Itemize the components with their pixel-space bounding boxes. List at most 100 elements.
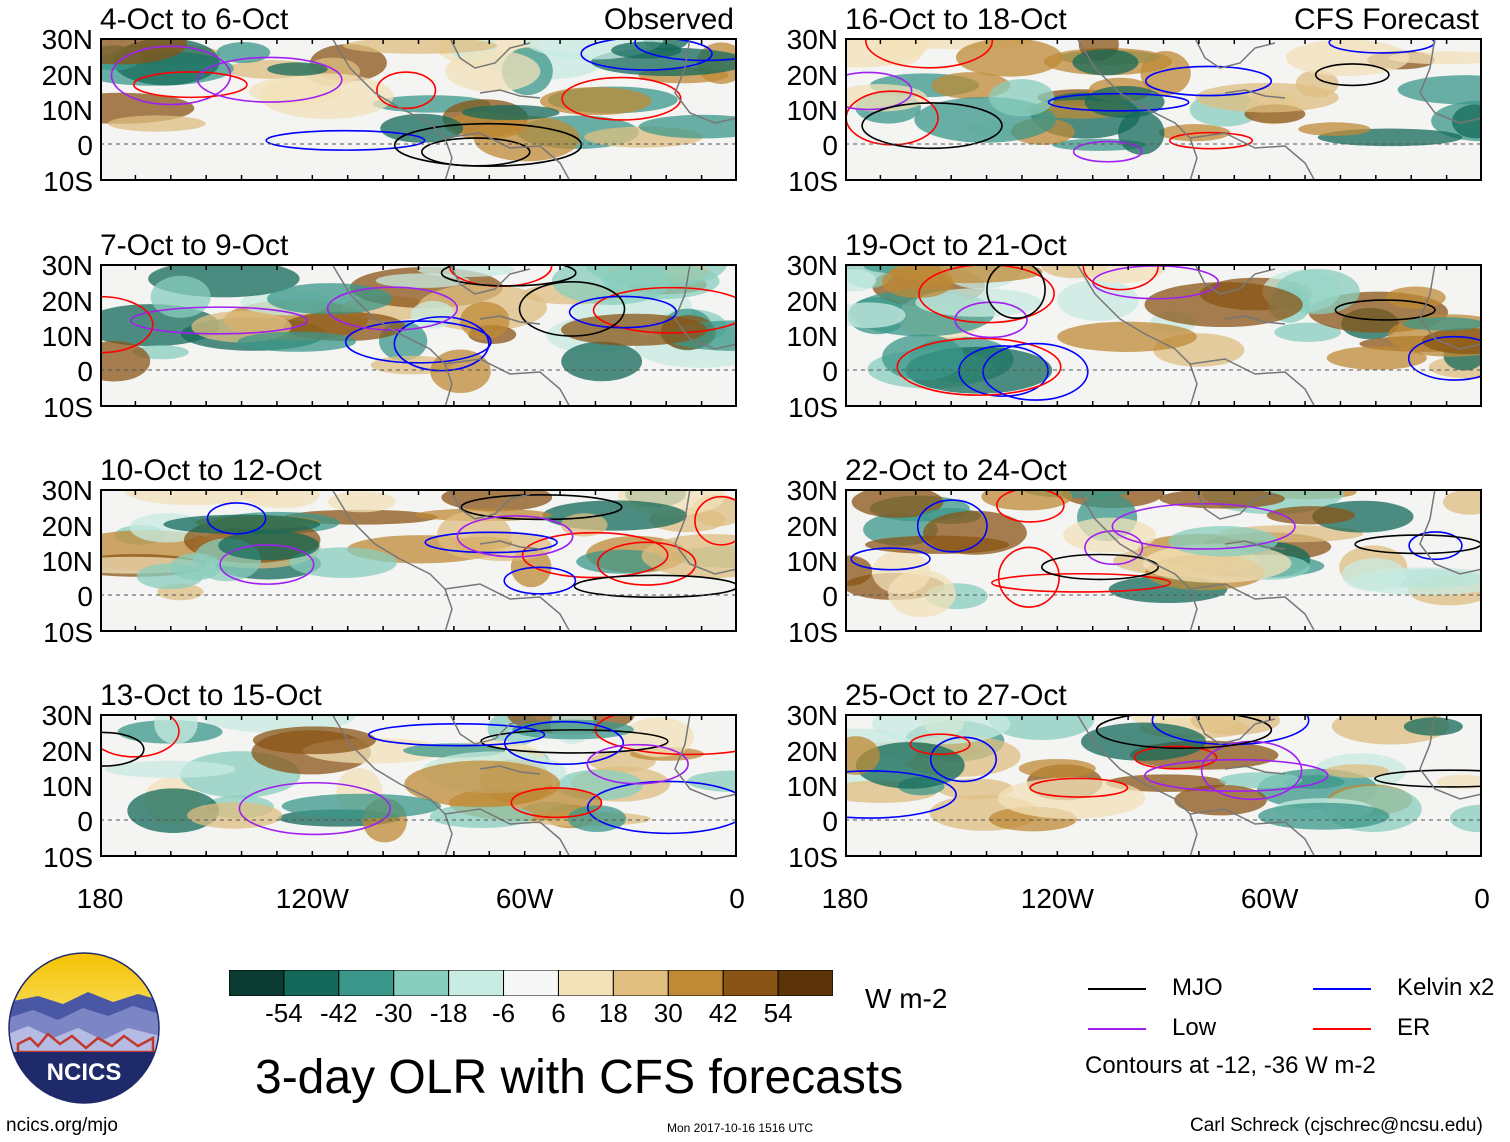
anomaly-patch	[687, 770, 737, 793]
wave-contour	[196, 56, 343, 103]
coastline-south-america	[1189, 358, 1316, 407]
anomaly-patch	[551, 264, 672, 305]
legend-label: Low	[1172, 1014, 1217, 1041]
coastline-gulf	[1194, 264, 1276, 295]
wave-contour	[1145, 65, 1273, 97]
coastlines	[1076, 38, 1482, 181]
wave-contour	[132, 71, 248, 99]
colorbar-swatch	[503, 969, 559, 997]
lat-tick-label: 10N	[786, 321, 838, 352]
colorbar-swatch	[338, 969, 395, 997]
ncics-logo: NCICS	[8, 952, 160, 1104]
wave-contour	[850, 547, 931, 571]
anomaly-patch	[1174, 784, 1267, 816]
colorbar-tick-label: 30	[653, 998, 683, 1028]
anomaly-patch	[845, 736, 880, 775]
panel-title: 19-Oct to 21-Oct	[845, 229, 1067, 262]
anomaly-patch	[845, 302, 906, 329]
coastline-caribbean	[1224, 765, 1286, 775]
logo-text: NCICS	[47, 1059, 122, 1086]
colorbar-tick-label: -42	[320, 998, 358, 1028]
wave-contour	[958, 345, 1049, 397]
coastlines	[331, 38, 737, 181]
colorbar-tick-label: 6	[551, 998, 566, 1028]
wave-contour	[1082, 264, 1159, 291]
wave-contour	[865, 38, 994, 69]
coastline-gulf	[449, 38, 531, 69]
lat-tick-label: 10N	[786, 95, 838, 126]
anomaly-patch	[1159, 489, 1285, 509]
olr-map-panel	[845, 714, 1482, 857]
coastline-south-america	[444, 132, 571, 181]
colorbar-tick-label: -18	[429, 998, 468, 1028]
anomaly-patch	[923, 510, 1027, 555]
anomaly-patch	[611, 41, 682, 59]
anomaly-patch	[1402, 317, 1482, 331]
wave-contour	[634, 38, 737, 62]
colorbar	[228, 969, 834, 997]
anomaly-patch	[1326, 346, 1427, 370]
anomaly-patch	[1078, 264, 1167, 284]
lat-tick-label: 10S	[43, 166, 93, 197]
wave-contour	[580, 38, 713, 71]
anomaly-patch	[430, 349, 491, 393]
anomaly-patch	[1266, 506, 1355, 525]
anomaly-patch	[622, 717, 695, 757]
lat-tick-label: 10N	[41, 95, 93, 126]
coastline-caribbean	[479, 540, 541, 550]
lat-tick-label: 10N	[786, 546, 838, 577]
olr-map-panel	[100, 38, 737, 181]
wave-contour	[1133, 745, 1218, 770]
coastline-central-america	[1076, 489, 1198, 632]
anomaly-patch	[988, 79, 1055, 117]
anomaly-patch	[851, 489, 944, 518]
wave-contour	[586, 743, 689, 785]
lat-tick-label: 20N	[41, 736, 93, 767]
lat-tick-label: 10S	[788, 392, 838, 423]
lat-tick-label: 0	[77, 581, 93, 612]
wave-contour	[986, 264, 1046, 319]
coastline-africa	[1419, 714, 1482, 800]
source-link[interactable]: ncics.org/mjo	[6, 1115, 118, 1136]
anomaly-patch	[289, 547, 397, 578]
author-credit: Carl Schreck (cjschrec@ncsu.edu)	[1190, 1115, 1483, 1136]
lon-tick-label: 120W	[275, 883, 349, 914]
wave-contour	[1408, 531, 1463, 561]
lat-tick-label: 10N	[786, 771, 838, 802]
legend-line-er	[1313, 1028, 1371, 1030]
olr-map-panel	[845, 264, 1482, 407]
coastline-africa	[674, 264, 737, 350]
coastline-africa	[1419, 489, 1482, 575]
coastline-gulf	[1194, 38, 1276, 69]
lat-tick-label: 20N	[786, 60, 838, 91]
wave-contour	[206, 502, 267, 535]
coastline-central-america	[331, 489, 453, 632]
wave-contour	[460, 494, 623, 521]
lat-tick-label: 10N	[41, 546, 93, 577]
wave-contour	[1040, 553, 1160, 581]
lat-tick-label: 20N	[41, 60, 93, 91]
coastline-south-america	[444, 358, 571, 407]
lon-tick-label: 60W	[1240, 883, 1299, 914]
wave-contour	[1047, 92, 1190, 112]
panel-title: 13-Oct to 15-Oct	[100, 679, 322, 712]
olr-map-panel	[845, 489, 1482, 632]
wave-contour	[518, 281, 626, 337]
colorbar-tick-label: 54	[763, 998, 793, 1028]
wave-contour	[909, 733, 971, 756]
anomaly-patch	[1385, 286, 1446, 309]
lat-tick-label: 10S	[788, 617, 838, 648]
lat-tick-label: 0	[77, 130, 93, 161]
anomaly-patch	[1388, 51, 1482, 65]
anomaly-patch	[955, 38, 1063, 77]
colorbar-swatch	[228, 969, 285, 997]
contour-note: Contours at -12, -36 W m-2	[1085, 1052, 1376, 1079]
lon-tick-label: 60W	[495, 883, 554, 914]
lat-tick-label: 10N	[41, 771, 93, 802]
coastline-africa	[674, 489, 737, 575]
panel-title: 16-Oct to 18-Oct	[845, 3, 1067, 36]
wave-contour	[368, 723, 546, 747]
coastline-south-america	[1189, 808, 1316, 857]
anomaly-patch	[1449, 804, 1482, 833]
panel-title: 10-Oct to 12-Oct	[100, 454, 322, 487]
